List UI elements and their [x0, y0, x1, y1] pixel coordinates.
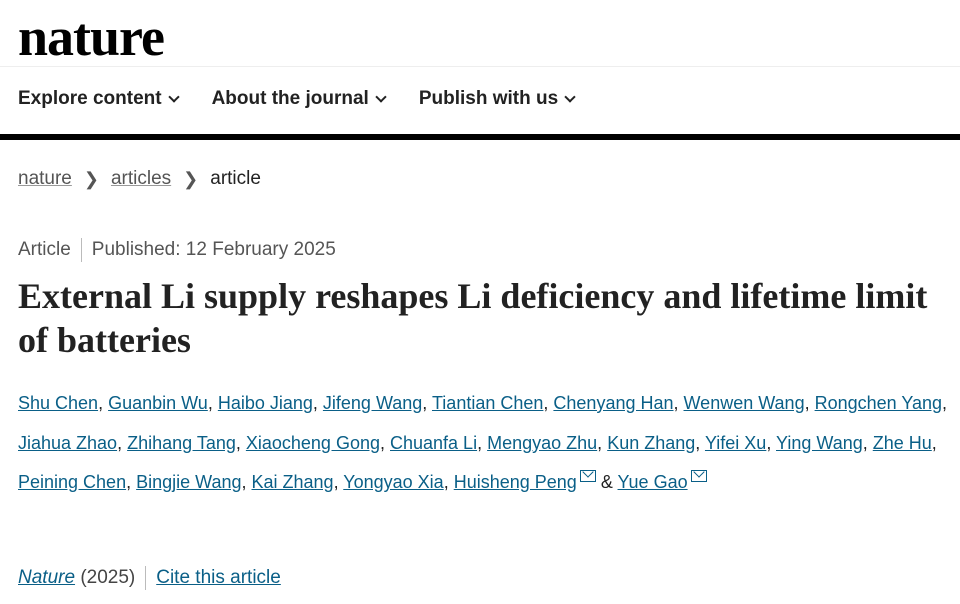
author-link[interactable]: Huisheng Peng: [453, 472, 577, 492]
author-link[interactable]: Bingjie Wang: [136, 472, 242, 492]
nav-label: Publish with us: [418, 88, 559, 109]
divider: [145, 566, 147, 590]
author-link[interactable]: Kun Zhang: [607, 432, 696, 453]
author-link[interactable]: Jifeng Wang: [322, 393, 423, 413]
author-list: Shu Chen, Guanbin Wu, Haibo Jiang, Jifen…: [18, 393, 948, 492]
citation-year: (2025): [80, 567, 136, 588]
author-link[interactable]: Xiaocheng Gong: [245, 432, 380, 453]
journal-link[interactable]: Nature: [18, 567, 76, 588]
author-link[interactable]: Guanbin Wu: [108, 393, 208, 413]
author-link[interactable]: Wenwen Wang: [683, 393, 805, 413]
author-link[interactable]: Zhihang Tang: [127, 432, 236, 453]
breadcrumb: nature ❯ articles ❯ article: [18, 168, 261, 190]
author-link[interactable]: Haibo Jiang: [217, 393, 313, 413]
author-link[interactable]: Kai Zhang: [251, 472, 334, 492]
breadcrumb-nature[interactable]: nature: [18, 168, 72, 189]
article-type: Article: [18, 239, 71, 260]
published-date: Published: 12 February 2025: [91, 239, 336, 260]
chevron-down-icon: [375, 90, 387, 103]
breadcrumb-current: article: [210, 168, 261, 189]
chevron-down-icon: [167, 90, 180, 103]
mail-icon[interactable]: [690, 470, 707, 482]
cite-this-article-link[interactable]: Cite this article: [156, 567, 281, 588]
article-meta: Article Published: 12 February 2025: [18, 238, 336, 262]
nature-logo[interactable]: nature: [18, 7, 165, 67]
author-link[interactable]: Mengyao Zhu: [487, 432, 598, 453]
divider: [80, 238, 82, 262]
author-link[interactable]: Zhe Hu: [872, 432, 932, 453]
author-link[interactable]: Tiantian Chen: [431, 393, 544, 413]
mail-icon[interactable]: [579, 470, 596, 482]
author-link[interactable]: Chenyang Han: [553, 393, 674, 413]
chevron-right-icon: ❯: [83, 168, 99, 189]
header-bar: [0, 134, 960, 140]
author-link[interactable]: Rongchen Yang: [814, 393, 943, 413]
author-link[interactable]: Chuanfa Li: [390, 432, 478, 453]
nav-label: Explore content: [18, 88, 162, 109]
ampersand: &: [600, 472, 613, 492]
chevron-right-icon: ❯: [183, 168, 199, 189]
author-link[interactable]: Shu Chen: [18, 393, 99, 413]
chevron-down-icon: [564, 90, 576, 103]
breadcrumb-articles[interactable]: articles: [110, 168, 172, 189]
page-title: External Li supply reshapes Li deficienc…: [18, 276, 928, 360]
nav-explore-content[interactable]: Explore content: [18, 88, 180, 110]
divider: [0, 66, 960, 67]
author-link[interactable]: Yongyao Xia: [343, 472, 444, 492]
author-link[interactable]: Yifei Xu: [704, 432, 767, 453]
main-nav: Explore content About the journal Publis…: [18, 88, 576, 110]
nav-about-journal[interactable]: About the journal: [211, 88, 387, 110]
author-link[interactable]: Peining Chen: [18, 472, 127, 492]
author-link[interactable]: Jiahua Zhao: [18, 432, 118, 453]
nav-publish-with-us[interactable]: Publish with us: [418, 88, 576, 110]
citation: Nature (2025) Cite this article: [18, 566, 281, 590]
author-link[interactable]: Yue Gao: [617, 472, 688, 492]
nav-label: About the journal: [211, 88, 369, 109]
author-link[interactable]: Ying Wang: [776, 432, 863, 453]
